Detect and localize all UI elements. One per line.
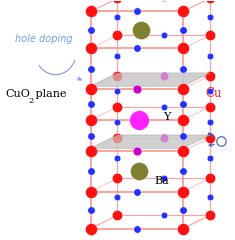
Text: Y: Y — [163, 112, 170, 122]
Text: Cu: Cu — [205, 87, 222, 100]
Polygon shape — [91, 135, 210, 148]
Point — [137, 169, 141, 173]
Text: 2: 2 — [28, 96, 34, 105]
Point — [116, 54, 119, 58]
Point — [135, 87, 139, 91]
Point — [135, 10, 139, 13]
Point — [135, 149, 139, 153]
Point — [162, 177, 165, 180]
Point — [89, 190, 93, 193]
Point — [89, 102, 93, 106]
Point — [116, 120, 119, 124]
Point — [208, 54, 212, 58]
Point — [181, 149, 185, 153]
Point — [162, 105, 165, 109]
Point — [181, 28, 185, 32]
Polygon shape — [91, 73, 210, 86]
Point — [208, 120, 212, 124]
Point — [162, 136, 165, 140]
Point — [89, 118, 93, 122]
Text: hole doping: hole doping — [15, 35, 72, 44]
Point — [135, 87, 139, 91]
Point — [89, 67, 93, 71]
Point — [89, 208, 93, 212]
Point — [208, 105, 212, 109]
Polygon shape — [91, 73, 210, 86]
Point — [135, 227, 139, 230]
Point — [116, 105, 119, 109]
Point — [208, 74, 212, 78]
Point — [208, 156, 212, 160]
Point — [181, 169, 185, 173]
Point — [116, 136, 119, 140]
Point — [162, 33, 165, 37]
Point — [208, 177, 212, 180]
Point — [181, 87, 185, 91]
Point — [162, 136, 165, 140]
Point — [116, 15, 119, 19]
Text: Ba: Ba — [155, 176, 170, 186]
Point — [116, 90, 119, 93]
Point — [208, 195, 212, 199]
Point — [137, 118, 141, 122]
Point — [116, 156, 119, 160]
Point — [135, 190, 139, 193]
Point — [89, 134, 93, 138]
Text: CuO: CuO — [5, 89, 30, 99]
Polygon shape — [91, 135, 210, 148]
Point — [89, 227, 93, 230]
Point — [116, 74, 119, 78]
Point — [162, 74, 165, 78]
Point — [208, 15, 212, 19]
Point — [162, 74, 165, 78]
Point — [208, 214, 212, 217]
Point — [162, 214, 165, 217]
Point — [181, 208, 185, 212]
Point — [135, 47, 139, 50]
Point — [208, 90, 212, 93]
Point — [181, 227, 185, 230]
Point — [181, 134, 185, 138]
Point — [116, 177, 119, 180]
Point — [181, 102, 185, 106]
Point — [116, 214, 119, 217]
Point — [181, 47, 185, 50]
Point — [89, 149, 93, 153]
Point — [135, 118, 139, 122]
Point — [135, 149, 139, 153]
Point — [89, 47, 93, 50]
Point — [89, 169, 93, 173]
Point — [89, 10, 93, 13]
Point — [181, 67, 185, 71]
Point — [89, 87, 93, 91]
Point — [208, 33, 212, 37]
Point — [116, 195, 119, 199]
Point — [208, 136, 212, 140]
Text: plane: plane — [32, 89, 67, 99]
Point — [181, 190, 185, 193]
Point — [116, 33, 119, 37]
Point — [181, 10, 185, 13]
Point — [89, 28, 93, 32]
Point — [181, 118, 185, 122]
Point — [140, 28, 143, 32]
